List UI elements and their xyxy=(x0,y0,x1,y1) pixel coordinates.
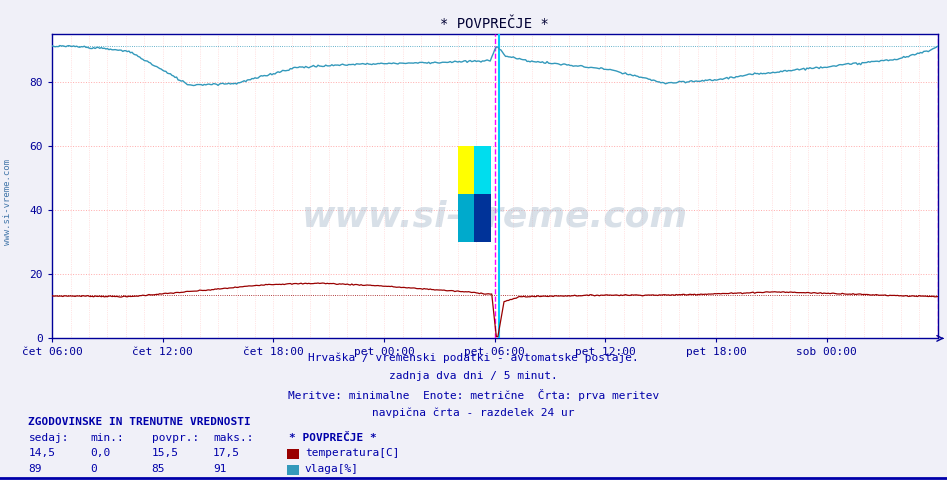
Text: Hrvaška / vremenski podatki - avtomatske postaje.: Hrvaška / vremenski podatki - avtomatske… xyxy=(308,353,639,363)
Text: 89: 89 xyxy=(28,464,42,474)
Bar xyxy=(458,146,474,194)
Text: www.si-vreme.com: www.si-vreme.com xyxy=(3,158,12,245)
Text: Meritve: minimalne  Enote: metrične  Črta: prva meritev: Meritve: minimalne Enote: metrične Črta:… xyxy=(288,389,659,401)
Text: maks.:: maks.: xyxy=(213,432,254,443)
Text: 85: 85 xyxy=(152,464,165,474)
Text: min.:: min.: xyxy=(90,432,124,443)
Text: 15,5: 15,5 xyxy=(152,448,179,458)
Text: www.si-vreme.com: www.si-vreme.com xyxy=(302,200,688,233)
Bar xyxy=(474,146,491,194)
Text: navpična črta - razdelek 24 ur: navpična črta - razdelek 24 ur xyxy=(372,408,575,418)
Text: vlaga[%]: vlaga[%] xyxy=(305,464,359,474)
Text: 17,5: 17,5 xyxy=(213,448,241,458)
Text: povpr.:: povpr.: xyxy=(152,432,199,443)
Text: 14,5: 14,5 xyxy=(28,448,56,458)
Text: 0: 0 xyxy=(90,464,97,474)
Text: 91: 91 xyxy=(213,464,226,474)
Text: ZGODOVINSKE IN TRENUTNE VREDNOSTI: ZGODOVINSKE IN TRENUTNE VREDNOSTI xyxy=(28,417,251,427)
Text: zadnja dva dni / 5 minut.: zadnja dva dni / 5 minut. xyxy=(389,371,558,381)
Bar xyxy=(474,194,491,242)
Text: * POVPREČJE *: * POVPREČJE * xyxy=(289,432,377,443)
Text: 0,0: 0,0 xyxy=(90,448,110,458)
Text: temperatura[C]: temperatura[C] xyxy=(305,448,400,458)
Bar xyxy=(458,194,474,242)
Title: * POVPREČJE *: * POVPREČJE * xyxy=(440,17,549,31)
Text: sedaj:: sedaj: xyxy=(28,432,69,443)
